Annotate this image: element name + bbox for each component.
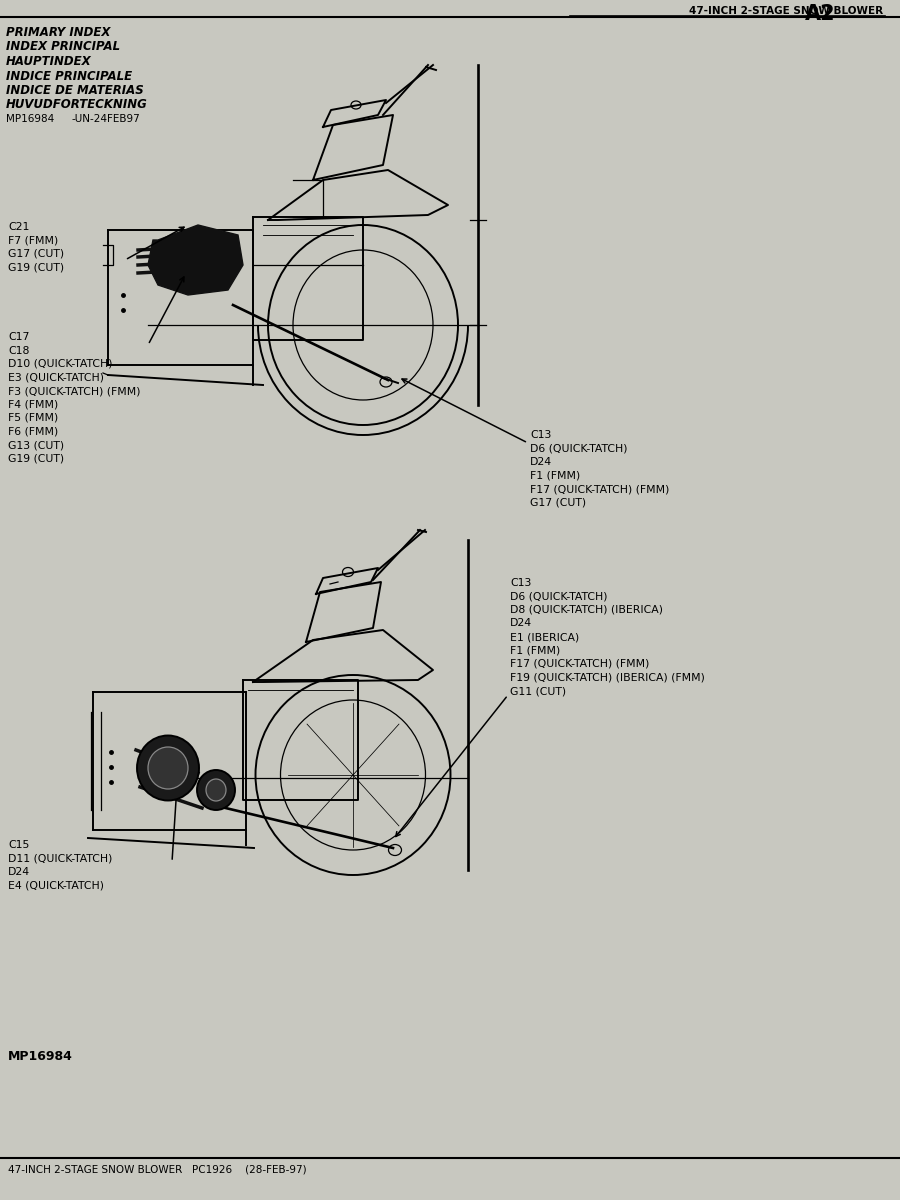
Ellipse shape: [197, 770, 235, 810]
Text: G17 (CUT): G17 (CUT): [530, 498, 586, 508]
Text: F5 (FMM): F5 (FMM): [8, 413, 58, 422]
Text: D24: D24: [510, 618, 532, 629]
Text: INDEX PRINCIPAL: INDEX PRINCIPAL: [6, 41, 120, 54]
Text: 47-INCH 2-STAGE SNOW BLOWER   PC1926    (28-FEB-97): 47-INCH 2-STAGE SNOW BLOWER PC1926 (28-F…: [8, 1165, 307, 1175]
Ellipse shape: [206, 779, 226, 802]
Text: F17 (QUICK-TATCH) (FMM): F17 (QUICK-TATCH) (FMM): [530, 484, 670, 494]
Text: HAUPTINDEX: HAUPTINDEX: [6, 55, 92, 68]
Text: E3 (QUICK-TATCH): E3 (QUICK-TATCH): [8, 372, 104, 383]
Text: D24: D24: [8, 866, 30, 877]
Text: E4 (QUICK-TATCH): E4 (QUICK-TATCH): [8, 881, 104, 890]
Text: D6 (QUICK-TATCH): D6 (QUICK-TATCH): [510, 592, 608, 601]
Text: F19 (QUICK-TATCH) (IBERICA) (FMM): F19 (QUICK-TATCH) (IBERICA) (FMM): [510, 672, 705, 683]
Text: D24: D24: [530, 457, 552, 467]
Text: F1 (FMM): F1 (FMM): [510, 646, 560, 655]
Ellipse shape: [137, 736, 199, 800]
Text: A2: A2: [805, 4, 835, 24]
Text: C13: C13: [510, 578, 531, 588]
Text: F7 (FMM): F7 (FMM): [8, 235, 58, 246]
Text: PRIMARY INDEX: PRIMARY INDEX: [6, 26, 111, 38]
Text: D10 (QUICK-TATCH): D10 (QUICK-TATCH): [8, 359, 112, 370]
Text: MP16984: MP16984: [8, 1050, 73, 1063]
Text: D8 (QUICK-TATCH) (IBERICA): D8 (QUICK-TATCH) (IBERICA): [510, 605, 663, 614]
Text: F1 (FMM): F1 (FMM): [530, 470, 581, 480]
Text: G19 (CUT): G19 (CUT): [8, 454, 64, 463]
Text: C15: C15: [8, 840, 30, 850]
Text: HUVUDFORTECKNING: HUVUDFORTECKNING: [6, 98, 148, 112]
Text: D11 (QUICK-TATCH): D11 (QUICK-TATCH): [8, 853, 112, 864]
Text: F3 (QUICK-TATCH) (FMM): F3 (QUICK-TATCH) (FMM): [8, 386, 140, 396]
Text: 47-INCH 2-STAGE SNOW BLOWER: 47-INCH 2-STAGE SNOW BLOWER: [688, 6, 883, 16]
Text: -UN-24FEB97: -UN-24FEB97: [72, 114, 140, 124]
Text: F6 (FMM): F6 (FMM): [8, 426, 58, 437]
Text: E1 (IBERICA): E1 (IBERICA): [510, 632, 580, 642]
Text: C21: C21: [8, 222, 30, 232]
Ellipse shape: [148, 746, 188, 790]
Text: F17 (QUICK-TATCH) (FMM): F17 (QUICK-TATCH) (FMM): [510, 659, 650, 670]
Text: G11 (CUT): G11 (CUT): [510, 686, 566, 696]
Text: INDICE DE MATERIAS: INDICE DE MATERIAS: [6, 84, 144, 97]
Text: C18: C18: [8, 346, 30, 355]
Text: D6 (QUICK-TATCH): D6 (QUICK-TATCH): [530, 444, 627, 454]
Text: C13: C13: [530, 430, 552, 440]
Text: F4 (FMM): F4 (FMM): [8, 400, 58, 409]
Text: C17: C17: [8, 332, 30, 342]
Text: G17 (CUT): G17 (CUT): [8, 248, 64, 259]
Text: INDICE PRINCIPALE: INDICE PRINCIPALE: [6, 70, 132, 83]
Text: G13 (CUT): G13 (CUT): [8, 440, 64, 450]
Text: MP16984: MP16984: [6, 114, 54, 124]
Polygon shape: [148, 226, 243, 295]
Text: G19 (CUT): G19 (CUT): [8, 263, 64, 272]
